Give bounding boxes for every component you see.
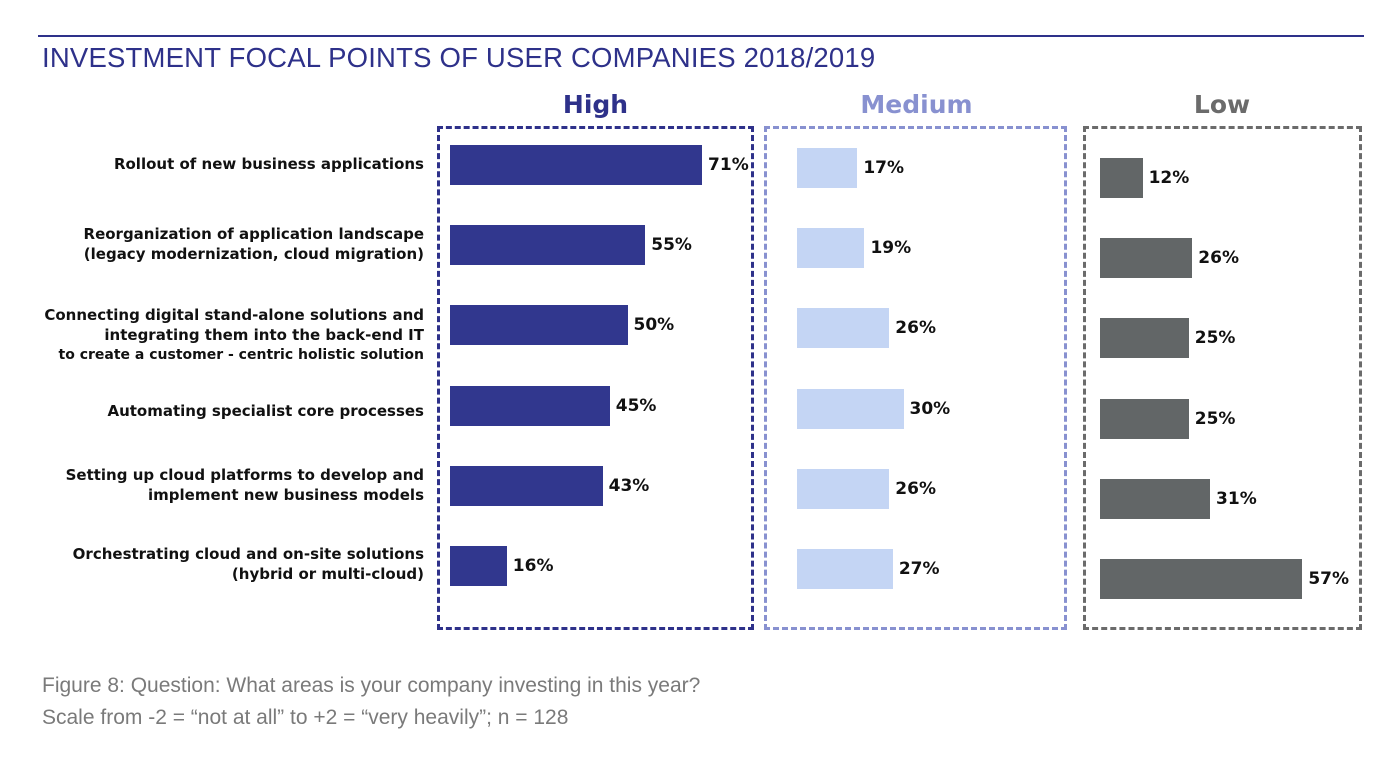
data-label: 45%: [615, 395, 657, 416]
bar-low: [1100, 559, 1303, 599]
category-label-line: Setting up cloud platforms to develop an…: [65, 466, 424, 484]
bar-high: [450, 225, 646, 266]
data-label: 16%: [512, 556, 554, 576]
top-rule: [38, 35, 1364, 37]
category-label: Setting up cloud platforms to develop an…: [66, 465, 424, 505]
data-label: 43%: [608, 475, 650, 496]
category-label-line: Automating specialist core processes: [107, 402, 424, 420]
data-label: 26%: [895, 478, 936, 499]
data-label: 25%: [1194, 408, 1236, 429]
panel-high: [437, 126, 754, 630]
category-label-line: Orchestrating cloud and on-site solution…: [72, 545, 424, 563]
data-label: 17%: [863, 158, 905, 178]
panel-medium: [764, 126, 1067, 630]
data-label: 57%: [1308, 569, 1350, 589]
bar-high: [450, 385, 610, 426]
bar-low: [1100, 238, 1193, 279]
figure-caption-scale: Scale from -2 = “not at all” to +2 = “ve…: [42, 706, 569, 729]
bar-medium: [797, 148, 858, 188]
category-label-line: (legacy modernization, cloud migration): [83, 245, 424, 263]
data-label: 30%: [909, 398, 951, 419]
bar-high: [450, 465, 603, 506]
data-label: 55%: [651, 235, 692, 256]
category-label-line: implement new business models: [148, 486, 424, 504]
bar-low: [1100, 478, 1211, 519]
category-label-line: (hybrid or multi-cloud): [231, 565, 424, 583]
bar-low: [1100, 398, 1189, 439]
panel-header-low: Low: [1193, 90, 1251, 119]
category-label-line: integrating them into the back-end IT: [104, 326, 424, 344]
bar-high: [450, 145, 703, 185]
bar-medium: [797, 549, 893, 589]
data-label: 25%: [1194, 328, 1236, 349]
bar-high: [450, 305, 628, 346]
bar-medium: [797, 388, 904, 429]
bar-medium: [797, 468, 890, 509]
bar-low: [1100, 158, 1143, 198]
chart-title: INVESTMENT FOCAL POINTS OF USER COMPANIE…: [42, 42, 876, 73]
data-label: 27%: [898, 559, 940, 579]
figure-caption-question: Figure 8: Question: What areas is your c…: [42, 674, 701, 697]
data-label: 50%: [633, 315, 675, 336]
data-label: 26%: [1198, 248, 1239, 269]
category-label-line: Connecting digital stand-alone solutions…: [44, 306, 424, 324]
bar-medium: [797, 228, 865, 269]
bar-high: [450, 546, 507, 586]
data-label: 19%: [870, 238, 912, 259]
data-label: 71%: [708, 155, 749, 175]
data-label: 31%: [1216, 488, 1257, 509]
category-label: Connecting digital stand-alone solutions…: [44, 305, 424, 365]
panel-header-medium: Medium: [860, 90, 973, 119]
panel-low: [1083, 126, 1362, 630]
category-label-line: Reorganization of application landscape: [83, 225, 424, 243]
category-label: Reorganization of application landscape (…: [84, 224, 424, 264]
bar-medium: [797, 308, 890, 349]
category-label: Rollout of new business applications: [114, 154, 424, 174]
bar-low: [1100, 318, 1189, 359]
category-label: Automating specialist core processes: [107, 401, 424, 421]
category-label: Orchestrating cloud and on-site solution…: [73, 544, 424, 584]
category-label-line: Rollout of new business applications: [113, 155, 424, 173]
data-label: 12%: [1148, 168, 1190, 188]
panel-header-high: High: [562, 90, 629, 119]
data-label: 26%: [895, 318, 936, 339]
category-label-line: to create a customer - centric holistic …: [58, 347, 424, 363]
